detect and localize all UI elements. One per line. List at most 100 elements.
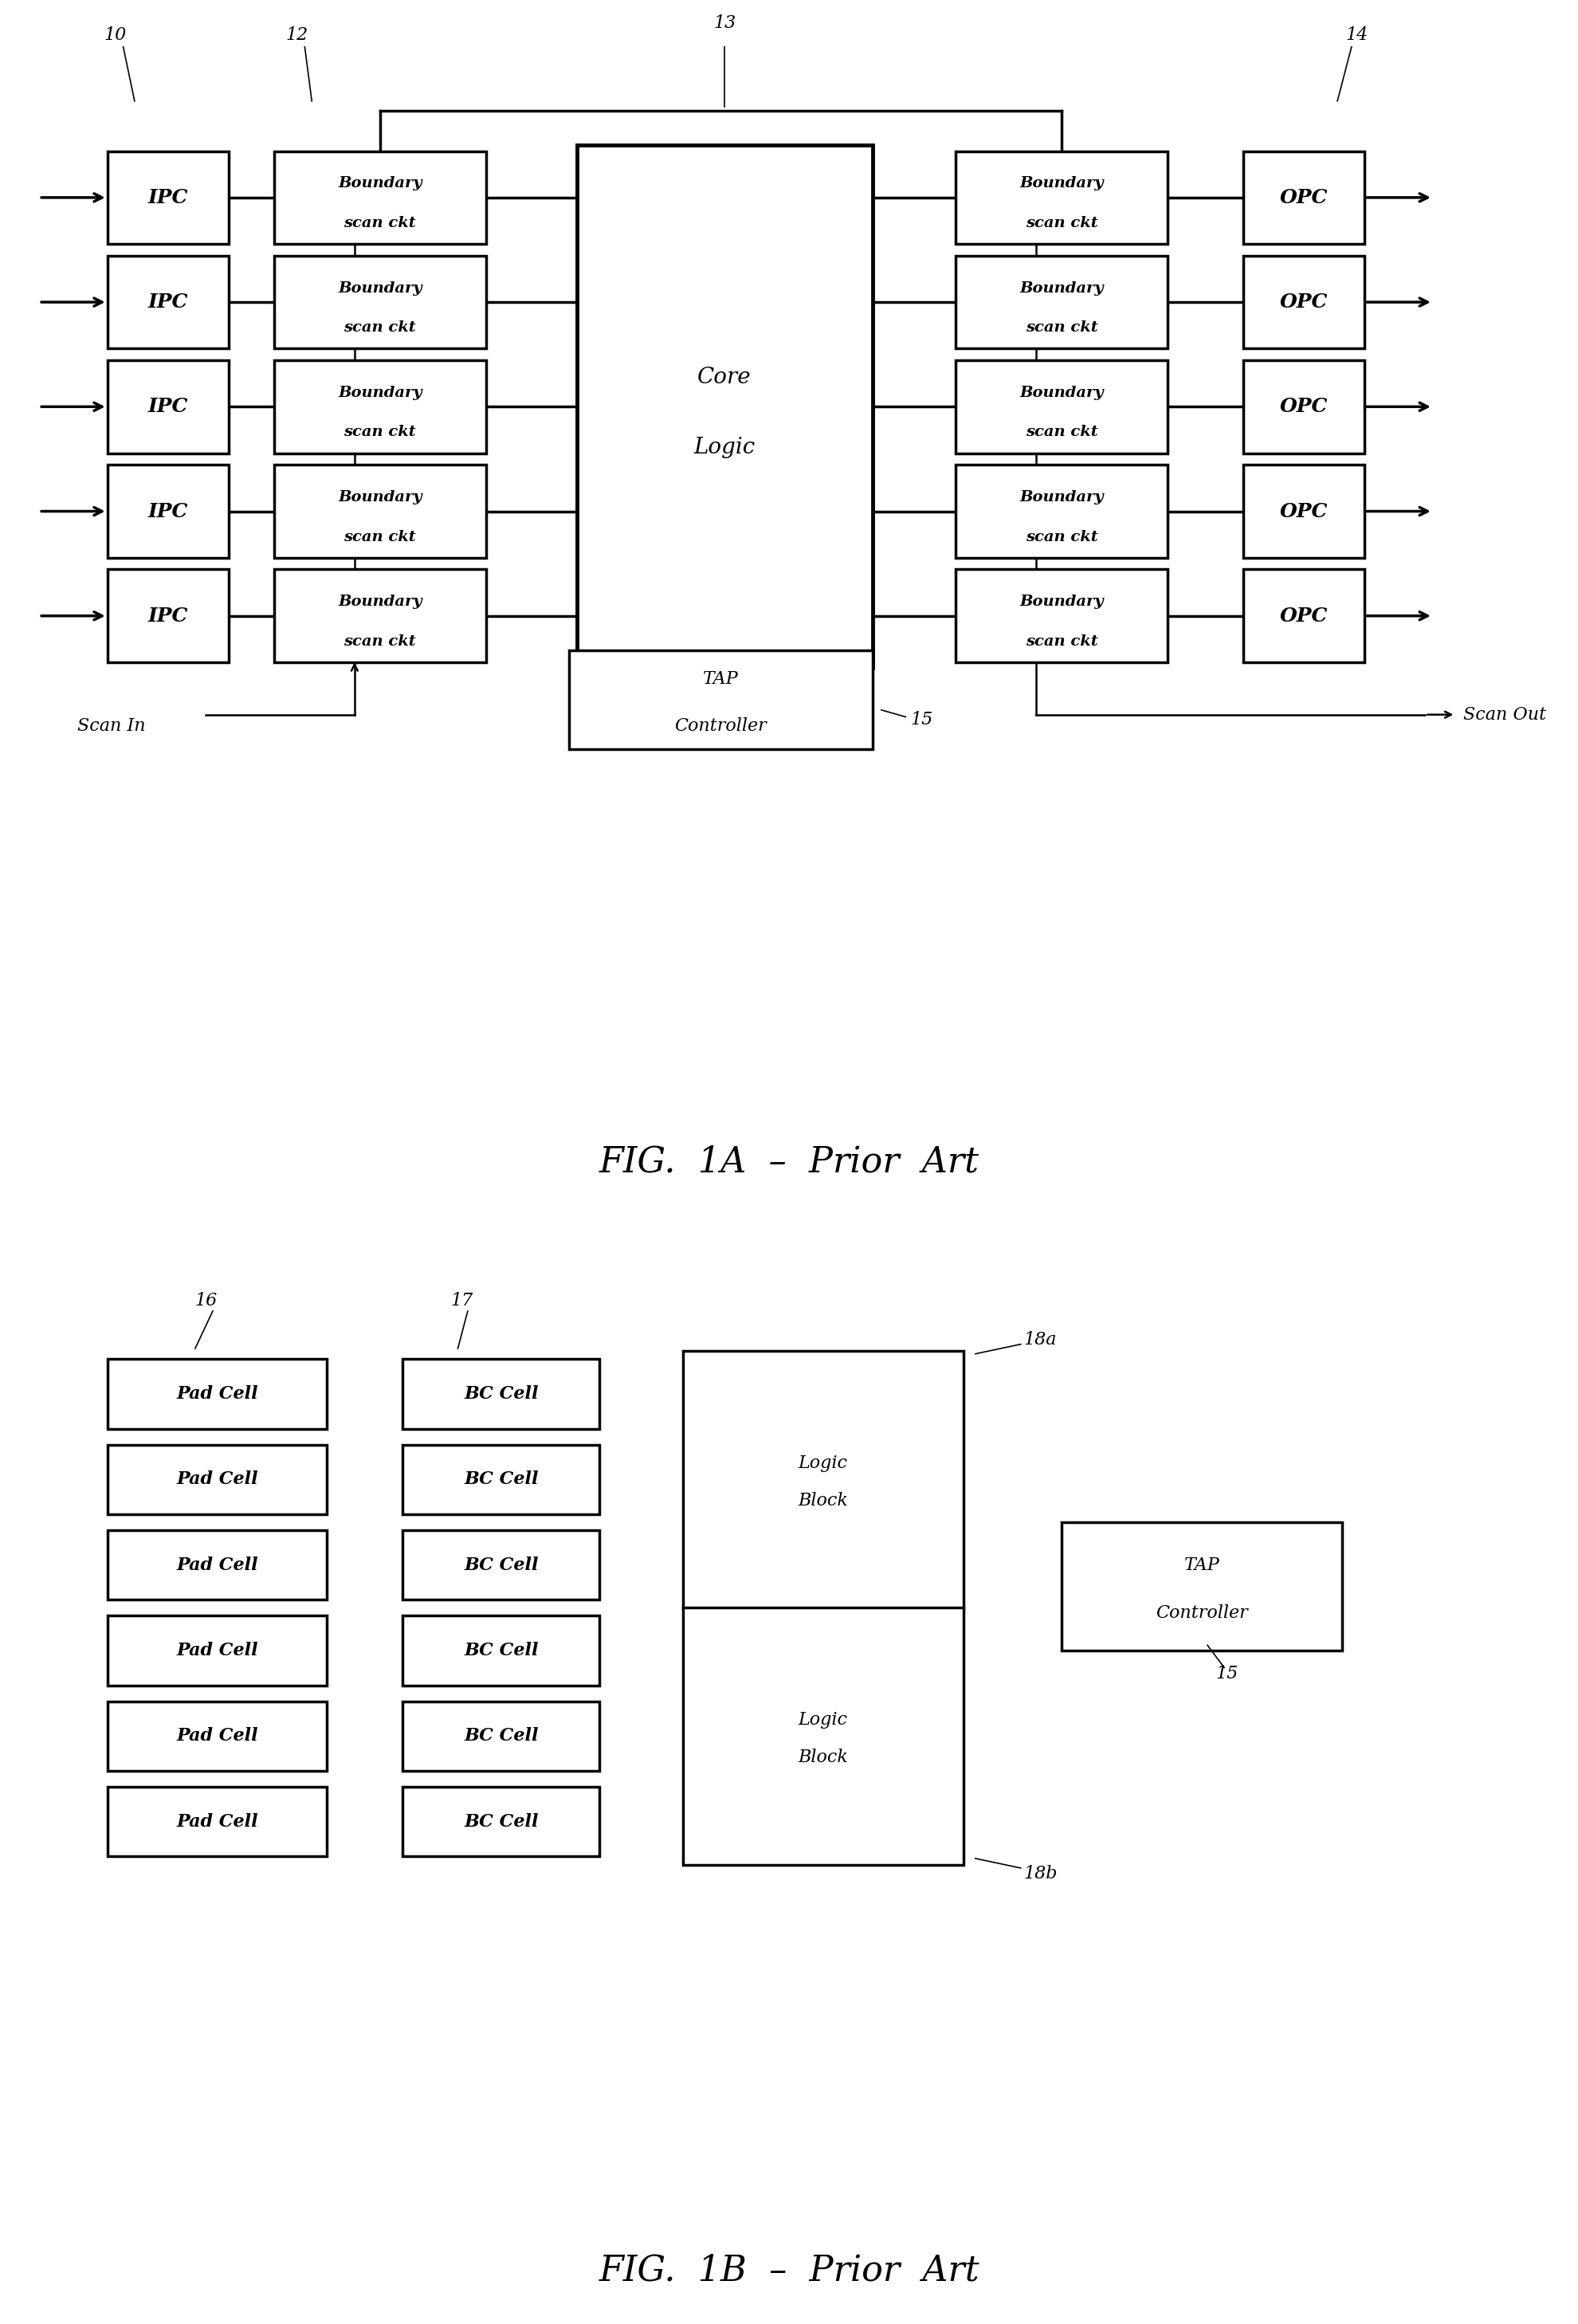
Bar — [1243, 256, 1365, 349]
Bar — [107, 151, 229, 244]
Text: TAP: TAP — [702, 669, 739, 688]
Text: scan ckt: scan ckt — [344, 216, 417, 230]
Text: 15: 15 — [911, 711, 933, 730]
Bar — [107, 1701, 327, 1771]
Text: scan ckt: scan ckt — [344, 425, 417, 439]
Text: Scan Out: Scan Out — [1463, 706, 1546, 723]
Text: Boundary: Boundary — [1019, 281, 1103, 295]
Bar — [1243, 360, 1365, 453]
Text: Block: Block — [798, 1748, 847, 1766]
Text: scan ckt: scan ckt — [1026, 634, 1098, 648]
Text: 13: 13 — [713, 14, 735, 33]
Text: scan ckt: scan ckt — [1026, 425, 1098, 439]
Text: 17: 17 — [451, 1292, 473, 1308]
Text: FIG.  1B  –  Prior  Art: FIG. 1B – Prior Art — [598, 2254, 980, 2287]
Bar — [956, 256, 1168, 349]
Bar — [275, 569, 486, 662]
Bar — [956, 360, 1168, 453]
Bar — [683, 1350, 963, 1608]
Bar — [275, 360, 486, 453]
Text: OPC: OPC — [1280, 607, 1329, 625]
Bar — [402, 1615, 600, 1685]
Text: BC Cell: BC Cell — [464, 1727, 538, 1745]
Text: scan ckt: scan ckt — [344, 321, 417, 335]
Text: scan ckt: scan ckt — [1026, 216, 1098, 230]
Text: Core: Core — [697, 367, 751, 388]
Text: 12: 12 — [286, 26, 308, 44]
Text: scan ckt: scan ckt — [1026, 530, 1098, 544]
Text: Boundary: Boundary — [338, 177, 421, 191]
Text: Boundary: Boundary — [338, 386, 421, 400]
Text: IPC: IPC — [148, 293, 188, 311]
Bar — [107, 1787, 327, 1857]
Bar — [956, 569, 1168, 662]
Text: BC Cell: BC Cell — [464, 1813, 538, 1831]
Text: 18b: 18b — [1024, 1864, 1057, 1882]
Text: scan ckt: scan ckt — [344, 634, 417, 648]
Text: IPC: IPC — [148, 607, 188, 625]
Text: OPC: OPC — [1280, 397, 1329, 416]
Bar — [1243, 151, 1365, 244]
Text: Boundary: Boundary — [1019, 386, 1103, 400]
Bar — [402, 1701, 600, 1771]
Bar — [107, 1360, 327, 1429]
Bar — [107, 1446, 327, 1515]
Bar — [107, 465, 229, 558]
Text: BC Cell: BC Cell — [464, 1557, 538, 1573]
Text: scan ckt: scan ckt — [344, 530, 417, 544]
Text: 15: 15 — [1215, 1666, 1239, 1683]
Text: Pad Cell: Pad Cell — [177, 1471, 259, 1487]
Bar — [402, 1446, 600, 1515]
Bar — [402, 1787, 600, 1857]
Bar — [1243, 569, 1365, 662]
Text: OPC: OPC — [1280, 188, 1329, 207]
Bar — [107, 256, 229, 349]
Text: Boundary: Boundary — [1019, 177, 1103, 191]
Text: Pad Cell: Pad Cell — [177, 1813, 259, 1831]
Text: 14: 14 — [1346, 26, 1368, 44]
Text: Block: Block — [798, 1492, 847, 1511]
Text: TAP: TAP — [1184, 1557, 1220, 1573]
Text: BC Cell: BC Cell — [464, 1471, 538, 1487]
Text: Logic: Logic — [798, 1455, 847, 1471]
Text: scan ckt: scan ckt — [1026, 321, 1098, 335]
Text: IPC: IPC — [148, 188, 188, 207]
Text: Boundary: Boundary — [1019, 595, 1103, 609]
Bar — [107, 1615, 327, 1685]
Bar — [275, 256, 486, 349]
Bar — [683, 1608, 963, 1864]
Text: Scan In: Scan In — [77, 718, 145, 734]
Text: Controller: Controller — [675, 716, 767, 734]
Bar — [402, 1360, 600, 1429]
Text: 16: 16 — [196, 1292, 218, 1308]
Bar — [956, 465, 1168, 558]
Bar — [107, 360, 229, 453]
Text: 10: 10 — [104, 26, 126, 44]
Text: BC Cell: BC Cell — [464, 1641, 538, 1659]
Bar — [1243, 465, 1365, 558]
Text: Boundary: Boundary — [338, 490, 421, 504]
Text: Logic: Logic — [694, 437, 756, 458]
Text: Logic: Logic — [798, 1710, 847, 1729]
Bar — [578, 146, 873, 669]
Text: Boundary: Boundary — [338, 595, 421, 609]
Text: FIG.  1A  –  Prior  Art: FIG. 1A – Prior Art — [600, 1146, 978, 1178]
Text: Boundary: Boundary — [1019, 490, 1103, 504]
Text: 18a: 18a — [1024, 1332, 1057, 1348]
Text: Pad Cell: Pad Cell — [177, 1641, 259, 1659]
Bar — [1062, 1522, 1341, 1650]
Text: BC Cell: BC Cell — [464, 1385, 538, 1404]
Bar — [275, 465, 486, 558]
Text: Pad Cell: Pad Cell — [177, 1385, 259, 1404]
Bar — [107, 569, 229, 662]
Bar — [956, 151, 1168, 244]
Text: Pad Cell: Pad Cell — [177, 1557, 259, 1573]
Bar — [275, 151, 486, 244]
Bar — [402, 1529, 600, 1599]
Bar — [107, 1529, 327, 1599]
Text: Pad Cell: Pad Cell — [177, 1727, 259, 1745]
Text: IPC: IPC — [148, 502, 188, 521]
Text: OPC: OPC — [1280, 502, 1329, 521]
Text: IPC: IPC — [148, 397, 188, 416]
Text: Controller: Controller — [1155, 1604, 1248, 1622]
